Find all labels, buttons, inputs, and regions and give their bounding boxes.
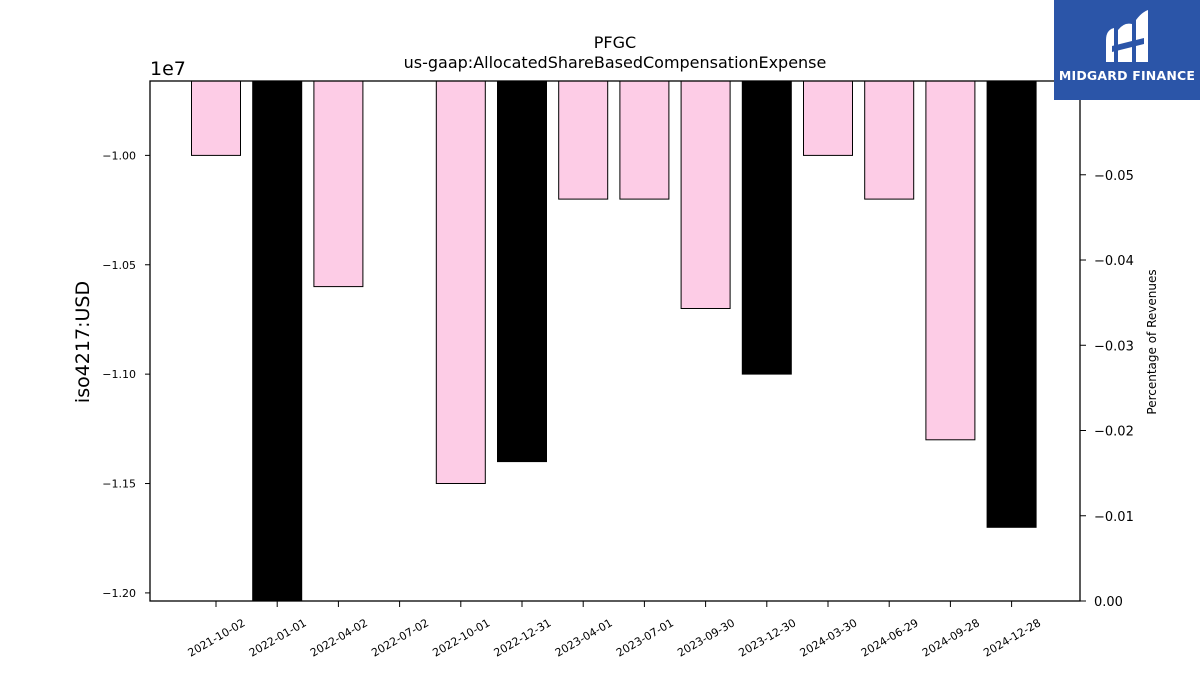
y2-tick-label: −0.02 <box>1094 425 1134 440</box>
bar-2024-12-28 <box>986 80 1037 528</box>
y-tick-label: −1.10 <box>102 368 136 381</box>
bar-2024-03-30 <box>803 80 853 156</box>
bar-2023-12-30 <box>741 80 792 375</box>
x-tick-label: 2024-06-29 <box>859 616 921 659</box>
y2-axis-label: Percentage of Revenues <box>1145 269 1159 414</box>
logo-text: MIDGARD FINANCE <box>1058 68 1196 83</box>
bar-2022-12-31 <box>497 80 547 463</box>
bar-2021-10-02 <box>191 80 241 156</box>
y-tick-label: −1.00 <box>102 149 136 162</box>
y2-tick-label: −0.01 <box>1094 510 1134 525</box>
x-tick-label: 2022-07-02 <box>369 616 431 659</box>
bar-2024-09-28 <box>925 80 976 441</box>
bar-2023-04-01 <box>558 80 609 200</box>
bar-2023-09-30 <box>680 80 731 309</box>
bars <box>191 80 1037 602</box>
plot-frame <box>149 80 1081 602</box>
x-tick-label: 2023-04-01 <box>553 616 615 659</box>
y-multiplier-label: 1e7 <box>150 58 186 80</box>
chart-title: PFGC <box>594 33 636 52</box>
bar-2023-07-01 <box>619 80 670 200</box>
y-tick-label: −1.15 <box>102 478 136 491</box>
y2-tick-label: 0.00 <box>1094 595 1123 610</box>
x-tick-label: 2023-07-01 <box>614 616 676 659</box>
bar-2022-10-01 <box>435 80 486 484</box>
y2-axis-ticks: 0.00 −0.01 −0.02 −0.03 −0.04 −0.05 <box>1080 169 1134 610</box>
y2-tick-label: −0.05 <box>1094 169 1134 184</box>
y2-tick-label: −0.04 <box>1094 254 1134 269</box>
midgard-logo: MIDGARD FINANCE <box>1054 0 1200 100</box>
x-tick-label: 2024-12-28 <box>981 616 1043 659</box>
x-tick-label: 2022-04-02 <box>308 616 370 659</box>
x-tick-label: 2021-10-02 <box>186 616 248 659</box>
y-tick-label: −1.05 <box>102 259 136 272</box>
bar-2024-06-29 <box>864 80 915 200</box>
x-tick-label: 2022-10-01 <box>430 616 492 659</box>
x-tick-label: 2023-12-30 <box>736 616 798 659</box>
x-tick-label: 2024-09-28 <box>920 616 982 659</box>
y-tick-label: −1.20 <box>102 587 136 600</box>
midgard-logo-icon <box>1106 10 1148 63</box>
chart-subtitle: us-gaap:AllocatedShareBasedCompensationE… <box>404 53 827 72</box>
x-tick-label: 2022-01-01 <box>247 616 309 659</box>
bar-2022-01-01 <box>252 80 303 602</box>
y-axis-ticks: −1.20 −1.15 −1.10 −1.05 −1.00 <box>102 149 150 600</box>
y-axis-label: iso4217:USD <box>72 281 94 403</box>
x-axis-ticks: 2021-10-02 2022-01-01 2022-04-02 2022-07-02… <box>186 601 1043 660</box>
y2-tick-label: −0.03 <box>1094 339 1134 354</box>
x-tick-label: 2024-03-30 <box>798 616 860 659</box>
x-tick-label: 2023-09-30 <box>675 616 737 659</box>
x-tick-label: 2022-12-31 <box>492 616 554 659</box>
bar-2022-04-02 <box>313 80 364 288</box>
